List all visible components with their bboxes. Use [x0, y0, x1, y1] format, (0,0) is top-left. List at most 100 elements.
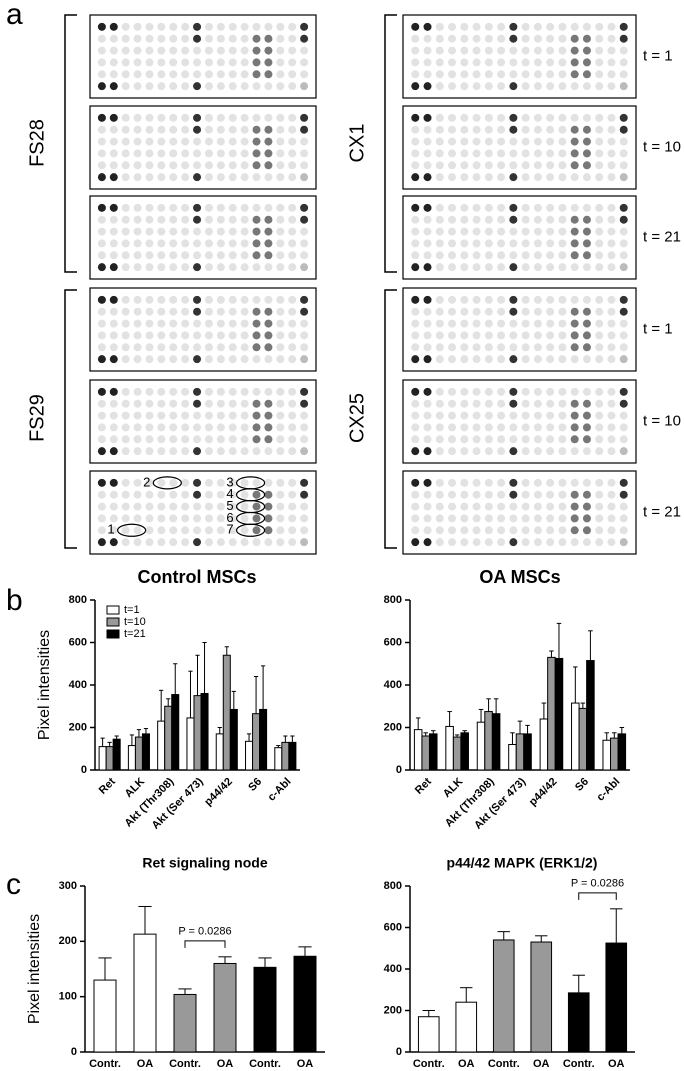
- blot: [89, 287, 317, 372]
- blot-spot: [509, 263, 518, 272]
- blot-spot: [228, 399, 237, 408]
- blot-spot: [216, 203, 225, 212]
- blot-spot: [521, 295, 530, 304]
- blot-spot: [472, 58, 481, 67]
- bar: [259, 708, 268, 771]
- blot-spot: [546, 34, 555, 43]
- blot-spot: [276, 526, 285, 535]
- blot-spot: [216, 82, 225, 91]
- blot-spot: [97, 319, 106, 328]
- blot-spot: [521, 538, 530, 547]
- blot-spot: [472, 514, 481, 523]
- blot-spot: [252, 478, 261, 487]
- blot-spot: [133, 203, 142, 212]
- blot-spot: [533, 215, 542, 224]
- blot-spot: [607, 239, 616, 248]
- blot-spot: [228, 173, 237, 182]
- blot-spot: [570, 331, 579, 340]
- blot-spot: [97, 22, 106, 31]
- blot-spot: [448, 399, 457, 408]
- blot-spot: [145, 399, 154, 408]
- blot-spot: [484, 423, 493, 432]
- blot-spot: [570, 125, 579, 134]
- blot-spot: [204, 227, 213, 236]
- blot-spot: [228, 538, 237, 547]
- blot-spot: [582, 295, 591, 304]
- blot-spot: [558, 125, 567, 134]
- blot-spot: [497, 490, 506, 499]
- blot-spot: [595, 331, 604, 340]
- blot-spot: [97, 58, 106, 67]
- blot-spot: [448, 411, 457, 420]
- blot-spot: [181, 307, 190, 316]
- blot-spot: [582, 435, 591, 444]
- blot-spot: [435, 137, 444, 146]
- blot-spot: [228, 215, 237, 224]
- blot-spot: [97, 478, 106, 487]
- blot-spot: [546, 514, 555, 523]
- blot-spot: [121, 125, 130, 134]
- blot-spot: [595, 514, 604, 523]
- blot-spot: [423, 478, 432, 487]
- bar: [539, 718, 549, 771]
- blot-spot: [169, 526, 178, 535]
- legend-swatch: [106, 617, 120, 627]
- blot-spot: [157, 502, 166, 511]
- bar: [508, 744, 517, 771]
- blot-spot: [300, 295, 309, 304]
- blot-spot: [460, 307, 469, 316]
- blot-spot: [570, 263, 579, 272]
- blot-spot: [228, 526, 237, 535]
- blot: [89, 14, 317, 99]
- blot-spot: [97, 343, 106, 352]
- time-label: t = 10: [643, 138, 681, 155]
- blot-spot: [460, 22, 469, 31]
- blot-spot: [133, 435, 142, 444]
- panel-label: a: [6, 0, 23, 31]
- blot-spot: [264, 137, 273, 146]
- blot-spot: [484, 113, 493, 122]
- blot-spot: [411, 307, 420, 316]
- blot-spot: [181, 203, 190, 212]
- blot-spot: [472, 113, 481, 122]
- blot-spot: [595, 387, 604, 396]
- blot-spot: [300, 478, 309, 487]
- blot-spot: [435, 399, 444, 408]
- blot-spot: [509, 149, 518, 158]
- blot-spot: [204, 411, 213, 420]
- blot-spot: [169, 538, 178, 547]
- blot-spot: [145, 295, 154, 304]
- blot-spot: [423, 399, 432, 408]
- blot-spot: [460, 161, 469, 170]
- blot-spot: [558, 514, 567, 523]
- blot-spot: [216, 447, 225, 456]
- x-tick-label: ALK: [441, 776, 466, 801]
- blot-spot: [595, 526, 604, 535]
- blot-spot: [204, 70, 213, 79]
- blot-spot: [411, 227, 420, 236]
- blot-spot: [193, 307, 202, 316]
- bar: [173, 993, 197, 1053]
- blot-spot: [240, 478, 249, 487]
- blot-spot: [533, 82, 542, 91]
- blot-spot: [595, 343, 604, 352]
- x-tick-label: OA: [297, 1058, 314, 1070]
- blot-spot: [276, 423, 285, 432]
- blot-spot: [228, 387, 237, 396]
- blot-spot: [411, 411, 420, 420]
- blot-spot: [582, 307, 591, 316]
- blot-spot: [546, 82, 555, 91]
- blot-spot: [533, 411, 542, 420]
- blot-spot: [411, 387, 420, 396]
- blot-spot: [521, 22, 530, 31]
- blot-spot: [509, 411, 518, 420]
- blot-spot: [228, 227, 237, 236]
- blot-spot: [533, 137, 542, 146]
- blot-spot: [558, 343, 567, 352]
- blot-spot: [521, 343, 530, 352]
- blot-spot: [582, 514, 591, 523]
- blot-spot: [121, 263, 130, 272]
- blot-spot: [484, 502, 493, 511]
- blot-spot: [228, 319, 237, 328]
- blot-spot: [121, 538, 130, 547]
